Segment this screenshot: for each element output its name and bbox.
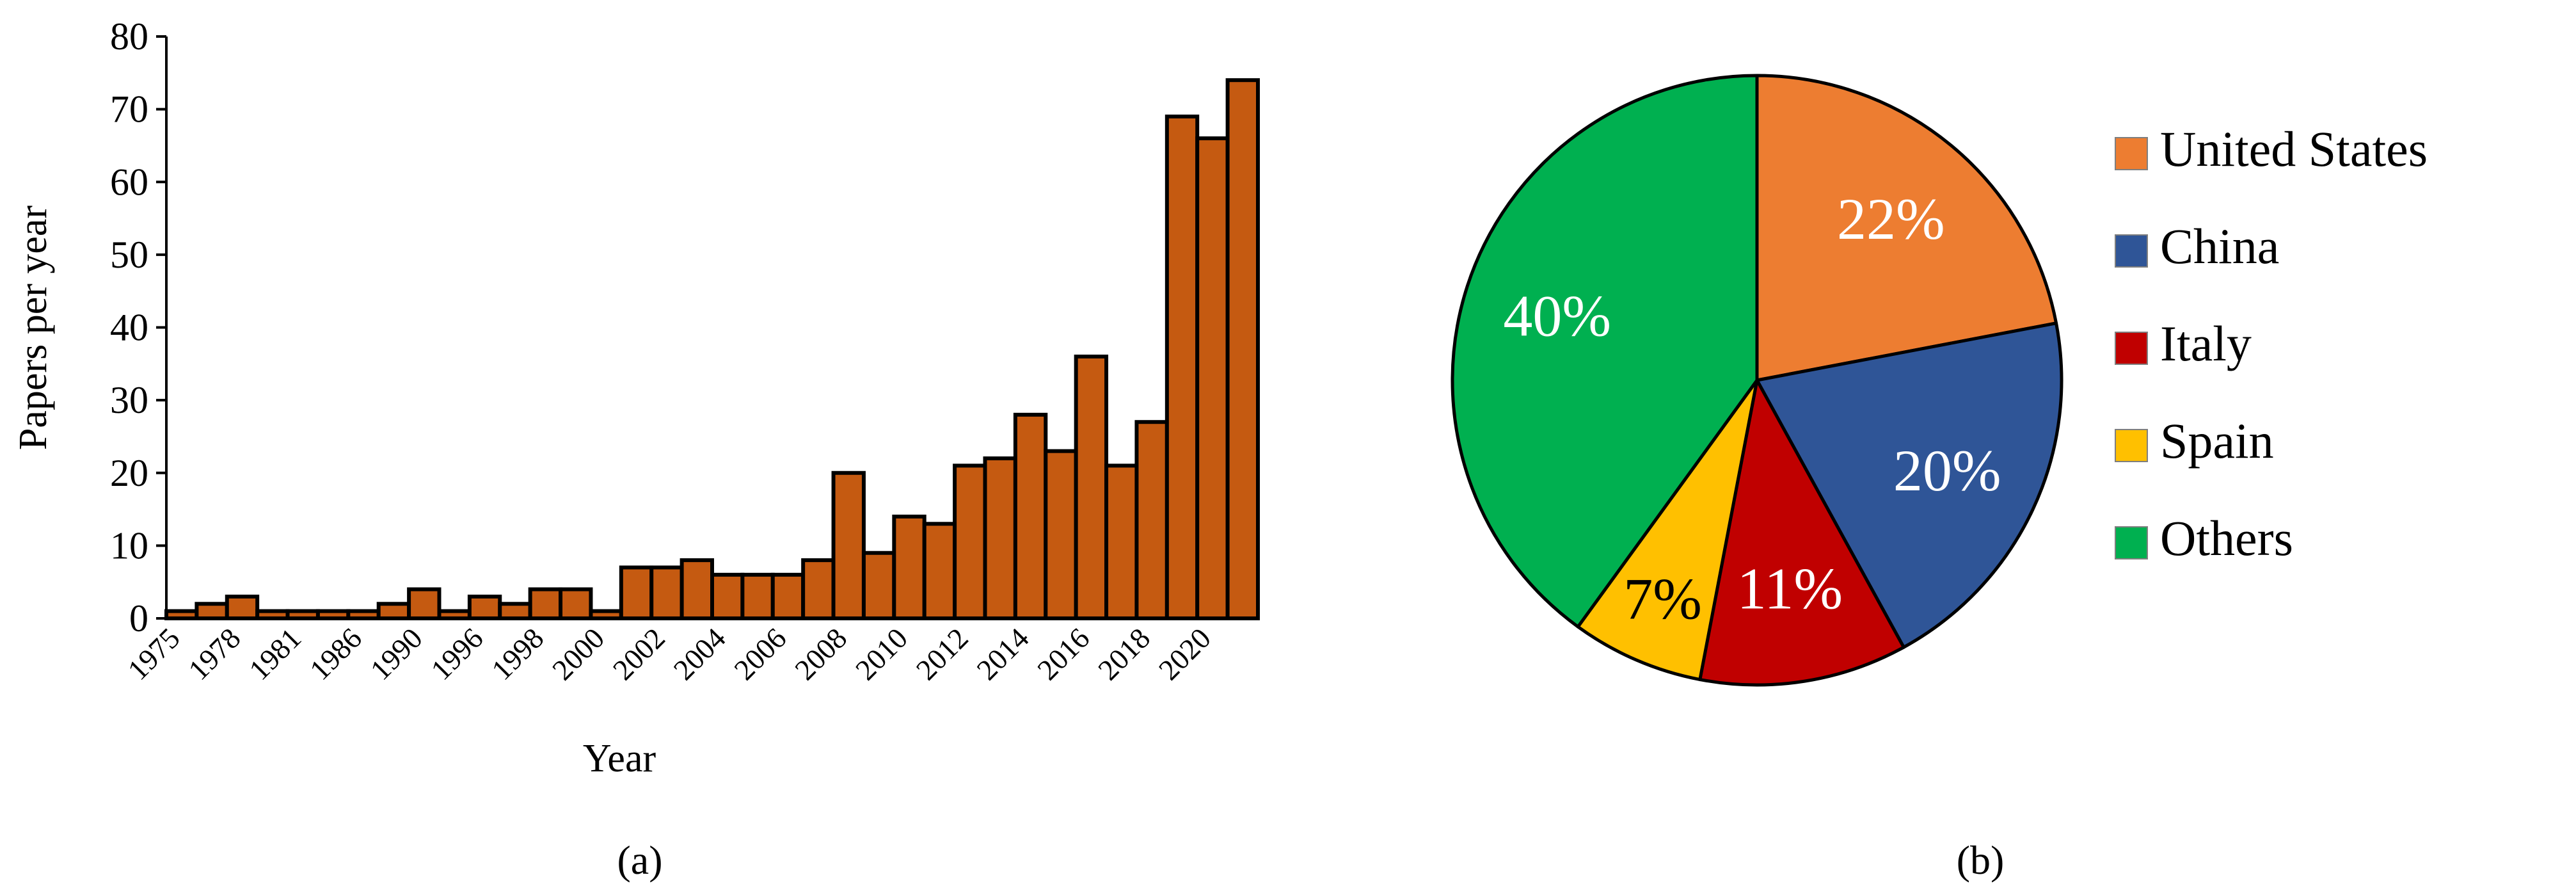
bar xyxy=(953,463,987,621)
x-tick-label: 2004 xyxy=(667,622,732,686)
pie-slice xyxy=(1576,378,1759,682)
y-tick-label: 80 xyxy=(110,15,148,58)
bar xyxy=(770,572,806,621)
bar xyxy=(1225,78,1260,621)
x-tick-label: 2014 xyxy=(971,622,1035,686)
pie-slice-label: 20% xyxy=(1893,438,2001,503)
legend-swatch xyxy=(2115,429,2148,462)
x-tick-label: 2018 xyxy=(1092,622,1156,686)
bar xyxy=(619,565,654,621)
x-tick-label: 1986 xyxy=(303,622,368,686)
x-tick-label: 2012 xyxy=(910,622,974,686)
legend: United States China Italy Spain Others xyxy=(2115,121,2428,566)
pie-chart-panel: 22% 20% 11% 7% 40% United States China Italy Sp… xyxy=(1451,74,2428,883)
bar xyxy=(225,594,260,620)
pie-slice xyxy=(1755,74,2058,382)
bar xyxy=(1074,354,1109,620)
bar xyxy=(195,602,229,621)
x-tick-label: 1978 xyxy=(182,622,246,686)
x-tick-label: 2020 xyxy=(1152,622,1217,686)
bar-chart-panel: 0 10 20 30 40 50 60 70 80 1975197819811986199019… xyxy=(12,15,1260,883)
y-tick-label: 10 xyxy=(110,524,148,567)
bar-series xyxy=(164,78,1260,621)
y-axis-ticks: 0 10 20 30 40 50 60 70 80 xyxy=(110,15,166,640)
bar xyxy=(710,572,745,621)
bar xyxy=(861,551,896,620)
pie-slices xyxy=(1451,74,2063,687)
bar xyxy=(1195,136,1230,620)
legend-swatch xyxy=(2115,332,2148,365)
bar xyxy=(831,471,866,620)
legend-label: China xyxy=(2160,218,2279,274)
x-tick-label: 2000 xyxy=(546,622,610,686)
pie-slice-label: 7% xyxy=(1623,567,1702,632)
legend-swatch xyxy=(2115,526,2148,559)
bar xyxy=(1104,463,1139,621)
pie-slice-label: 40% xyxy=(1503,284,1611,349)
y-tick-label: 30 xyxy=(110,379,148,421)
x-tick-label: 2008 xyxy=(788,622,853,686)
bar xyxy=(983,456,1017,621)
bar xyxy=(559,587,593,620)
legend-swatch xyxy=(2115,234,2148,268)
pie-slice xyxy=(1755,321,2063,649)
bar xyxy=(528,587,563,620)
y-tick-label: 70 xyxy=(110,88,148,131)
bar xyxy=(1013,412,1048,620)
pie-slice-label: 11% xyxy=(1737,556,1843,621)
legend-label: Others xyxy=(2160,510,2293,566)
bar xyxy=(498,602,532,621)
x-tick-label: 2010 xyxy=(849,622,914,686)
bar xyxy=(467,594,502,620)
x-tick-label: 1996 xyxy=(425,622,489,686)
x-tick-label: 1990 xyxy=(364,622,429,686)
pie-slice-labels: 22% 20% 11% 7% 40% xyxy=(1503,186,2001,632)
legend-label: United States xyxy=(2160,121,2428,177)
pie-slice xyxy=(1451,74,1759,629)
x-tick-label: 2002 xyxy=(607,622,671,686)
pie-slice xyxy=(1698,378,1905,687)
x-tick-label: 1998 xyxy=(485,622,550,686)
panel-label-b: (b) xyxy=(1957,837,2005,883)
x-axis-tick-labels: 1975197819811986199019961998200020022004… xyxy=(122,622,1217,686)
bar xyxy=(740,572,775,621)
x-tick-label: 1981 xyxy=(242,622,307,686)
legend-label: Spain xyxy=(2160,413,2274,469)
x-tick-label: 2006 xyxy=(727,622,792,686)
y-tick-label: 40 xyxy=(110,307,148,349)
legend-swatch xyxy=(2115,137,2148,170)
panel-label-a: (a) xyxy=(617,837,662,883)
bar xyxy=(1134,420,1169,621)
y-tick-label: 60 xyxy=(110,161,148,203)
y-tick-label: 20 xyxy=(110,452,148,494)
bar xyxy=(922,522,957,620)
bar xyxy=(801,558,836,620)
x-axis-title: Year xyxy=(583,737,656,780)
x-tick-label: 2016 xyxy=(1031,622,1095,686)
y-tick-label: 0 xyxy=(129,597,148,640)
y-tick-label: 50 xyxy=(110,234,148,276)
legend-label: Italy xyxy=(2160,316,2252,371)
bar xyxy=(892,514,926,620)
bar xyxy=(1044,449,1078,620)
y-axis-title: Papers per year xyxy=(12,205,55,450)
bar xyxy=(1165,114,1200,621)
bar xyxy=(680,558,714,620)
bar xyxy=(376,602,411,621)
pie-slice-label: 22% xyxy=(1837,186,1945,252)
bar xyxy=(407,587,441,620)
bar xyxy=(649,565,684,621)
